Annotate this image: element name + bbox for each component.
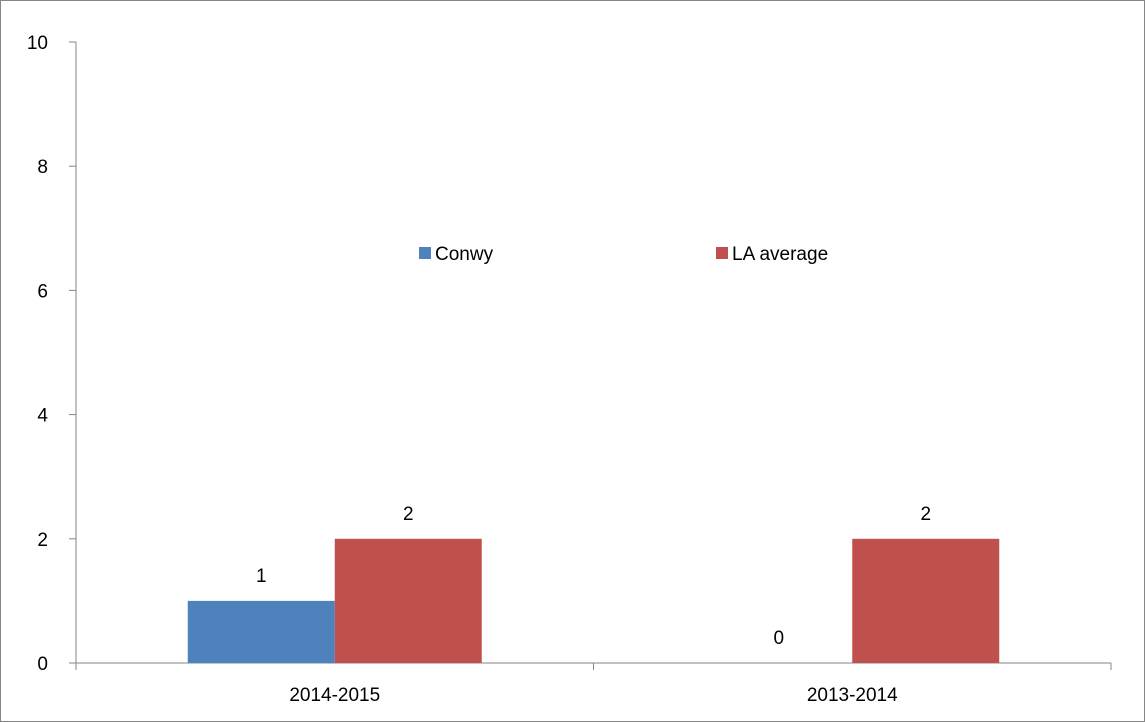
bar-conwy (187, 600, 335, 663)
bar-la-average (852, 538, 1000, 663)
bar-la-average (334, 538, 482, 663)
data-label: 2 (920, 504, 931, 525)
y-tick-label: 0 (37, 654, 48, 675)
data-label: 0 (773, 628, 784, 649)
legend-swatch (419, 247, 431, 259)
legend-label: LA average (732, 244, 828, 265)
y-tick-label: 4 (37, 406, 48, 427)
data-label: 2 (403, 504, 414, 525)
data-label: 1 (256, 566, 267, 587)
legend: Conwy LA average (419, 244, 828, 265)
x-category-label: 2013-2014 (807, 685, 898, 706)
y-tick-label: 2 (37, 530, 48, 551)
y-tick-label: 6 (37, 281, 48, 302)
y-tick-label: 8 (37, 157, 48, 178)
legend-label: Conwy (435, 244, 494, 265)
bars (187, 538, 1000, 663)
y-tick-label: 10 (27, 33, 48, 54)
x-category-label: 2014-2015 (289, 685, 380, 706)
legend-swatch (716, 247, 728, 259)
